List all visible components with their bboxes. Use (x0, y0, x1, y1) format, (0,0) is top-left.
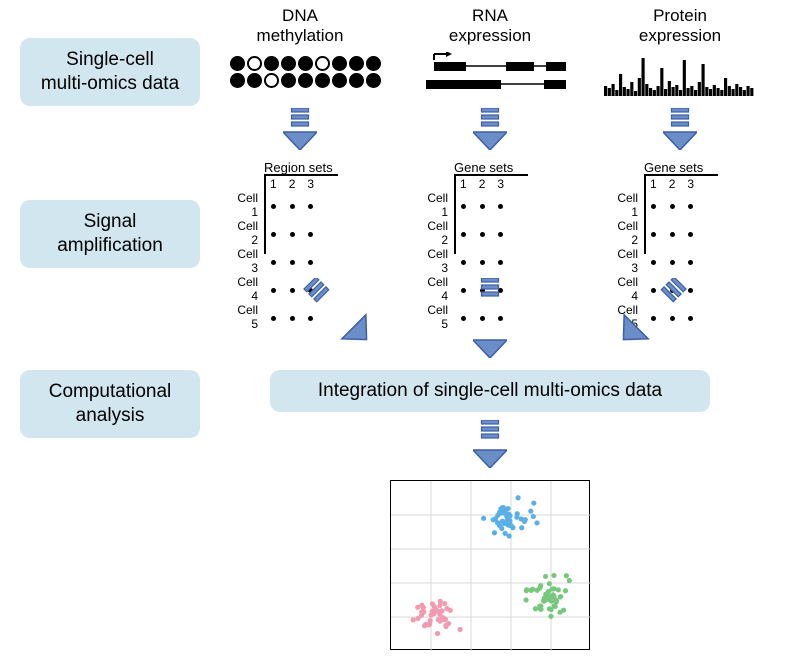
arrow-angled-icon (573, 278, 707, 378)
rna-expression-icon (416, 52, 566, 96)
arrow-down-icon (473, 108, 507, 150)
arrow-down-icon (473, 420, 507, 468)
protein-expression-icon (604, 52, 754, 96)
row-label-computational: Computationalanalysis (20, 370, 200, 438)
scatter-plot-icon (391, 481, 591, 651)
arrow-down-icon (283, 108, 317, 150)
col-header-rna: RNAexpression (415, 6, 565, 46)
dna-methylation-icon (230, 56, 381, 88)
col-header-dna: DNAmethylation (225, 6, 375, 46)
row-label-omics: Single-cellmulti-omics data (20, 38, 200, 106)
integration-box: Integration of single-cell multi-omics d… (270, 370, 710, 412)
scatter-output (390, 480, 590, 650)
arrow-down-icon (663, 108, 697, 150)
arrow-angled-icon (283, 278, 417, 378)
row-label-amplification: Signalamplification (20, 200, 200, 268)
col-header-protein: Proteinexpression (605, 6, 755, 46)
arrow-down-icon (473, 278, 507, 358)
